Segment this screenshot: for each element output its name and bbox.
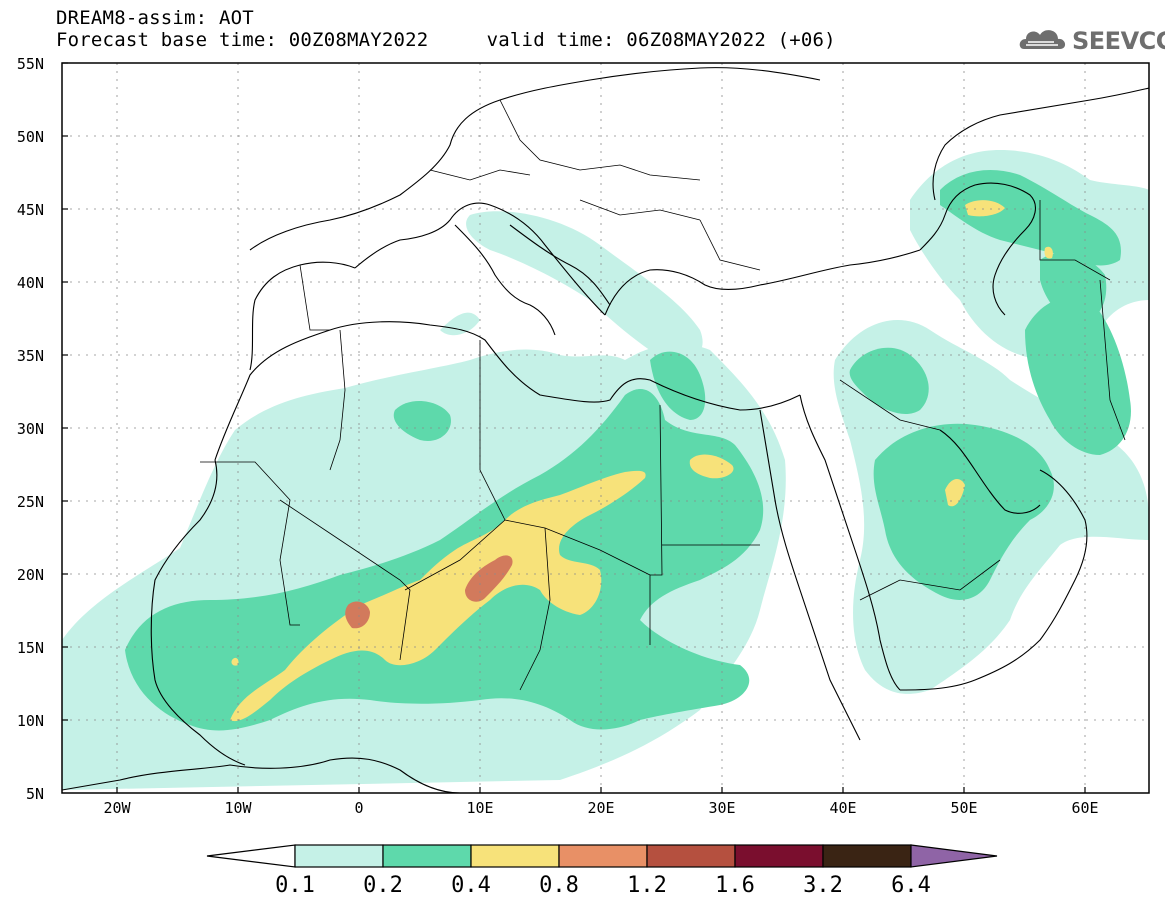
colorbar-label: 6.4 xyxy=(891,873,931,898)
colorbar-label: 1.6 xyxy=(715,873,755,898)
lat-label: 45N xyxy=(17,201,44,219)
colorbar-label: 0.8 xyxy=(539,873,579,898)
axis-ticks xyxy=(62,62,1086,793)
lat-label: 50N xyxy=(17,128,44,146)
colorbar-segment xyxy=(294,844,384,868)
lon-label: 20W xyxy=(103,799,131,817)
map-field xyxy=(62,63,1149,793)
colorbar-segment xyxy=(734,844,824,868)
colorbar xyxy=(206,844,998,868)
logo-text: SEEVCCC xyxy=(1072,27,1165,55)
map-title: DREAM8-assim: AOT xyxy=(56,7,254,29)
colorbar-label: 3.2 xyxy=(803,873,843,898)
lon-label: 10W xyxy=(224,799,252,817)
coastlines xyxy=(62,67,1149,793)
lat-label: 55N xyxy=(17,55,44,73)
colorbar-label: 0.4 xyxy=(451,873,491,898)
lon-label: 50E xyxy=(950,799,977,817)
colorbar-label: 0.1 xyxy=(275,873,315,898)
lat-labels: 55N 50N 45N 40N 35N 30N 25N 20N 15N 10N … xyxy=(17,55,44,803)
country-borders xyxy=(200,99,1126,691)
lon-label: 20E xyxy=(587,799,614,817)
map-subtitle: Forecast base time: 00Z08MAY2022 valid t… xyxy=(56,29,836,51)
aot-level-0-4 xyxy=(230,200,1053,722)
lat-label: 30N xyxy=(17,420,44,438)
colorbar-segment xyxy=(470,844,560,868)
lat-label: 10N xyxy=(17,712,44,730)
lon-label: 40E xyxy=(829,799,856,817)
colorbar-label: 0.2 xyxy=(363,873,403,898)
lat-label: 20N xyxy=(17,566,44,584)
cloud-icon xyxy=(1019,30,1066,49)
lon-labels: 20W 10W 0 10E 20E 30E 40E 50E 60E xyxy=(103,799,1098,817)
colorbar-segment xyxy=(822,844,912,868)
lon-label: 60E xyxy=(1071,799,1098,817)
colorbar-label: 1.2 xyxy=(627,873,667,898)
aot-level-0-8 xyxy=(345,555,513,629)
lon-label: 0 xyxy=(354,799,363,817)
colorbar-labels: 0.1 0.2 0.4 0.8 1.2 1.6 3.2 6.4 xyxy=(275,873,931,898)
lat-label: 5N xyxy=(26,785,44,803)
lat-label: 15N xyxy=(17,639,44,657)
colorbar-segment xyxy=(558,844,648,868)
graticule xyxy=(62,63,1149,793)
lon-label: 30E xyxy=(708,799,735,817)
lat-label: 35N xyxy=(17,347,44,365)
lon-label: 10E xyxy=(466,799,493,817)
colorbar-segment xyxy=(646,844,736,868)
lat-label: 25N xyxy=(17,493,44,511)
colorbar-segment xyxy=(382,844,472,868)
lat-label: 40N xyxy=(17,274,44,292)
colorbar-high-arrow xyxy=(910,844,998,868)
seevccc-logo xyxy=(1018,23,1158,59)
colorbar-low-arrow xyxy=(206,844,296,868)
